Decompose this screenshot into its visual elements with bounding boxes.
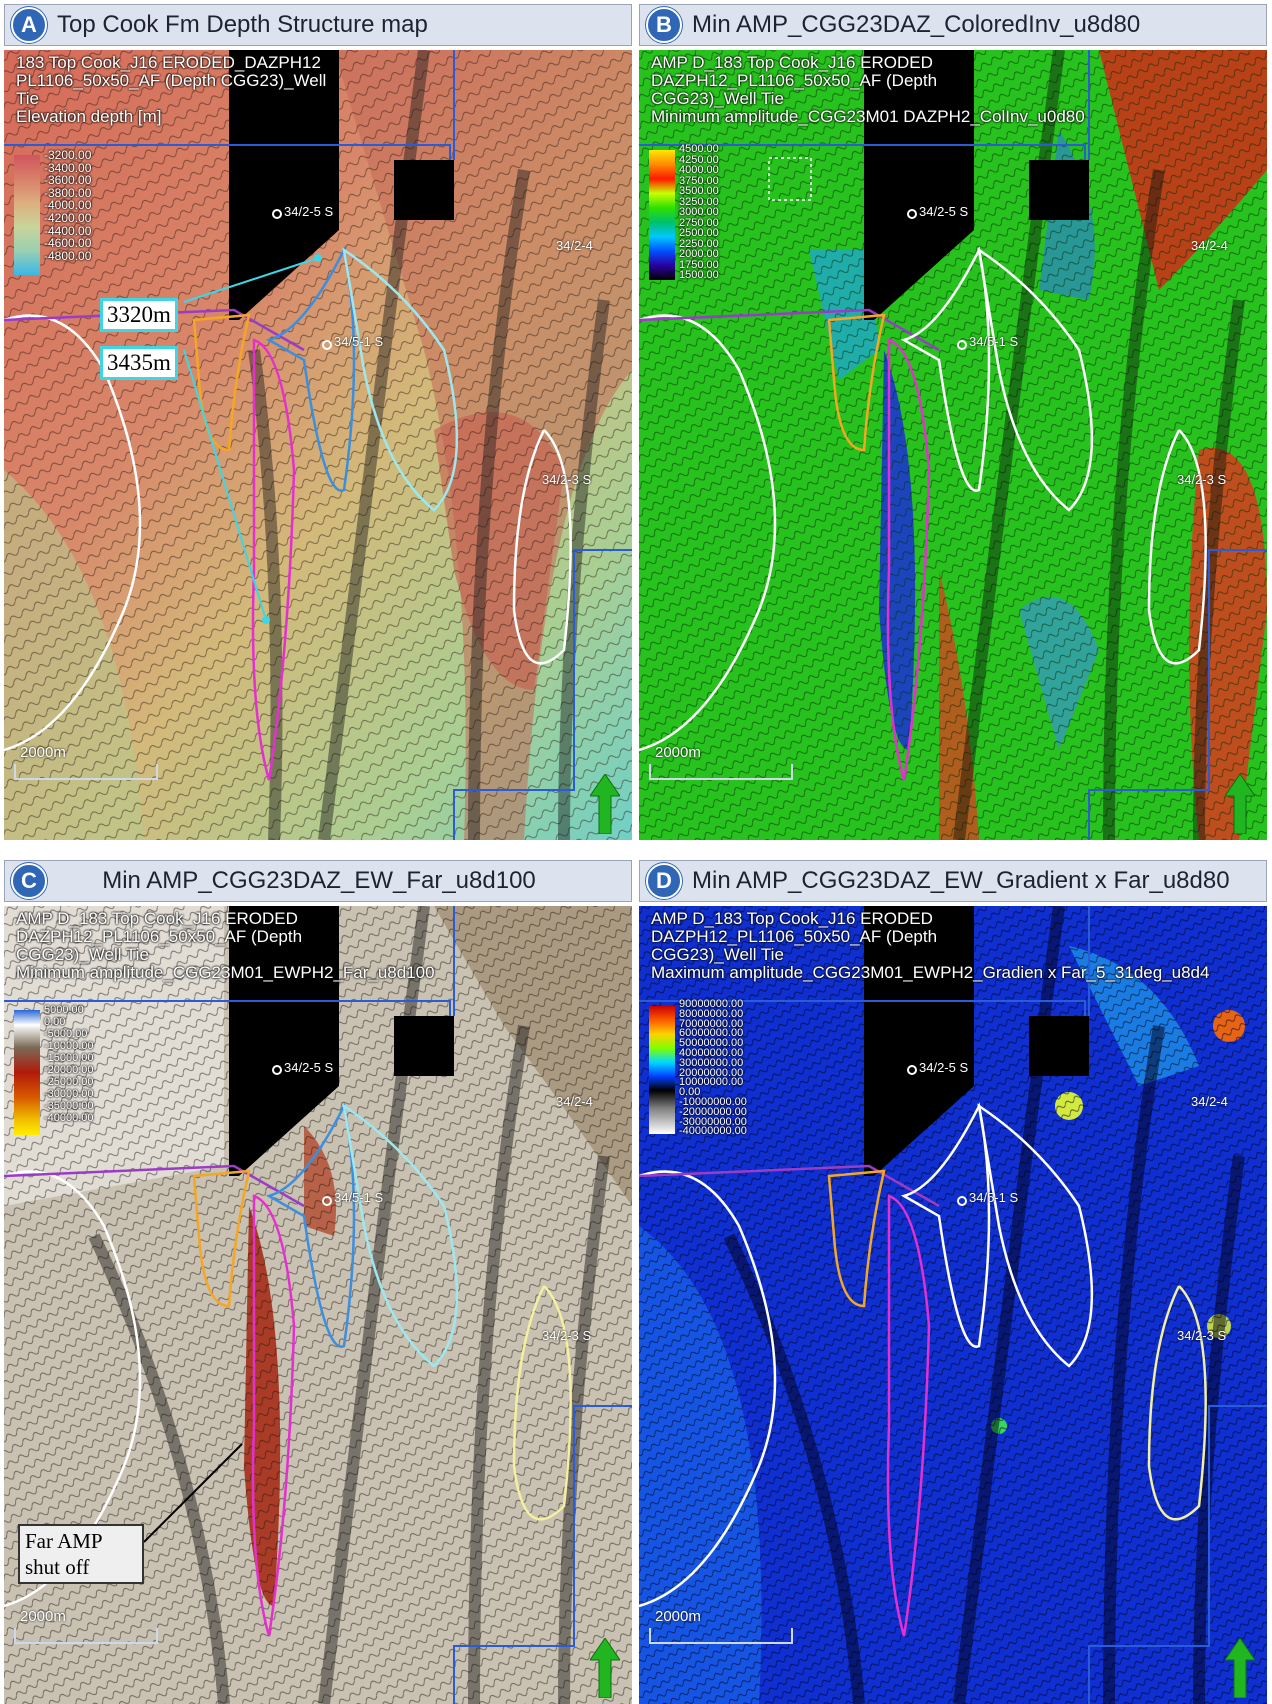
scale-label: 2000m [20,1608,66,1625]
north-arrow-icon [1225,1638,1255,1698]
amplitude-legend-labels-d: 90000000.00 80000000.00 70000000.00 600000… [679,998,747,1138]
scale-label: 2000m [655,1608,701,1625]
well-label-34-2-5s: 34/2-5 S [284,1060,334,1075]
amplitude-map-image-d [639,906,1267,1704]
gradient-x-far-amplitude-map: AMP D_183 Top Cook_J16 ERODED DAZPH12_PL… [639,906,1267,1704]
well-label-34-2-4: 34/2-4 [556,238,593,253]
amplitude-legend-labels-b: 4500.00 4250.00 4000.00 3750.00 3500.00 3250… [679,143,719,281]
panel-c-title-bar: C Min AMP_CGG23DAZ_EW_Far_u8d100 [4,860,632,902]
amplitude-color-bar-b [649,150,675,280]
depth-callout-3435m: 3435m [100,346,178,380]
scale-bar: 2000m [649,1608,793,1644]
well-label-34-2-5s: 34/2-5 S [919,1060,969,1075]
well-label-34-2-5s: 34/2-5 S [919,204,969,219]
far-amp-shut-off-note: Far AMP shut off [18,1524,144,1584]
panel-a-title-bar: A Top Cook Fm Depth Structure map [4,4,632,46]
well-label-34-2-4: 34/2-4 [556,1094,593,1109]
amplitude-map-image-b [639,50,1267,840]
well-label-34-5-1s: 34/5-1 S [334,1190,384,1205]
panel-c: C Min AMP_CGG23DAZ_EW_Far_u8d100 [4,860,632,1704]
well-symbol [907,209,917,219]
well-label-34-2-5s: 34/2-5 S [284,204,334,219]
far-amplitude-map: AMP D_183 Top Cook_J16 ERODED DAZPH12_PL… [4,906,632,1704]
panel-a-title: Top Cook Fm Depth Structure map [57,11,428,38]
panel-b: B Min AMP_CGG23DAZ_ColoredInv_u8d80 [639,4,1267,840]
amplitude-legend-labels-c: 5000.00 0.00 -5000.00 -10000.00 -15000.00 -2… [44,1004,94,1124]
panel-a-map-header: 183 Top Cook_J16 ERODED_DAZPH12 PL1106_5… [16,53,327,126]
amplitude-color-bar-d [649,1006,675,1134]
panel-a: A Top Cook Fm Depth Structure map [4,4,632,840]
scale-label: 2000m [655,744,701,761]
panel-c-title: Min AMP_CGG23DAZ_EW_Far_u8d100 [102,867,536,894]
north-arrow-icon [1225,774,1255,834]
panel-a-badge: A [11,7,47,43]
well-label-34-2-4: 34/2-4 [1191,238,1228,253]
panel-d-map-header: AMP D_183 Top Cook_J16 ERODED DAZPH12_PL… [651,909,1210,982]
panel-b-badge: B [646,7,682,43]
depth-legend-labels: -3200.00 -3400.00 -3600.00 -3800.00 -4000.0… [44,148,92,263]
scale-bar: 2000m [14,744,158,780]
depth-color-bar [14,155,40,275]
panel-c-badge: C [11,863,47,899]
well-label-34-2-3s: 34/2-3 S [1177,1328,1227,1343]
well-symbol [322,340,332,350]
panel-b-title-bar: B Min AMP_CGG23DAZ_ColoredInv_u8d80 [639,4,1267,46]
well-label-34-2-3s: 34/2-3 S [542,472,592,487]
well-label-34-5-1s: 34/5-1 S [334,334,384,349]
well-label-34-2-3s: 34/2-3 S [1177,472,1227,487]
well-symbol [322,1196,332,1206]
scale-bar: 2000m [14,1608,158,1644]
panel-d-title-bar: D Min AMP_CGG23DAZ_EW_Gradient x Far_u8d… [639,860,1267,902]
panel-d-title: Min AMP_CGG23DAZ_EW_Gradient x Far_u8d80 [692,867,1230,894]
amplitude-color-bar-c [14,1010,40,1135]
scale-label: 2000m [20,744,66,761]
well-symbol [957,1196,967,1206]
panel-b-map-header: AMP D_183 Top Cook_J16 ERODED DAZPH12_PL… [651,53,1085,126]
well-label-34-2-4: 34/2-4 [1191,1094,1228,1109]
scale-bar: 2000m [649,744,793,780]
amplitude-map-image-c [4,906,632,1704]
panel-b-title: Min AMP_CGG23DAZ_ColoredInv_u8d80 [692,11,1141,38]
well-label-34-2-3s: 34/2-3 S [542,1328,592,1343]
well-symbol [957,340,967,350]
panel-d: D Min AMP_CGG23DAZ_EW_Gradient x Far_u8d… [639,860,1267,1704]
panel-d-badge: D [646,863,682,899]
well-label-34-5-1s: 34/5-1 S [969,334,1019,349]
well-symbol [907,1065,917,1075]
north-arrow-icon [590,1638,620,1698]
panel-c-map-header: AMP D_183 Top Cook_J16 ERODED DAZPH12_PL… [16,909,435,982]
well-symbol [272,1065,282,1075]
colored-inversion-amplitude-map: AMP D_183 Top Cook_J16 ERODED DAZPH12_PL… [639,50,1267,840]
well-symbol [272,209,282,219]
depth-map-image [4,50,632,840]
depth-callout-3320m: 3320m [100,298,178,332]
north-arrow-icon [590,774,620,834]
well-label-34-5-1s: 34/5-1 S [969,1190,1019,1205]
depth-structure-map: 183 Top Cook_J16 ERODED_DAZPH12 PL1106_5… [4,50,632,840]
